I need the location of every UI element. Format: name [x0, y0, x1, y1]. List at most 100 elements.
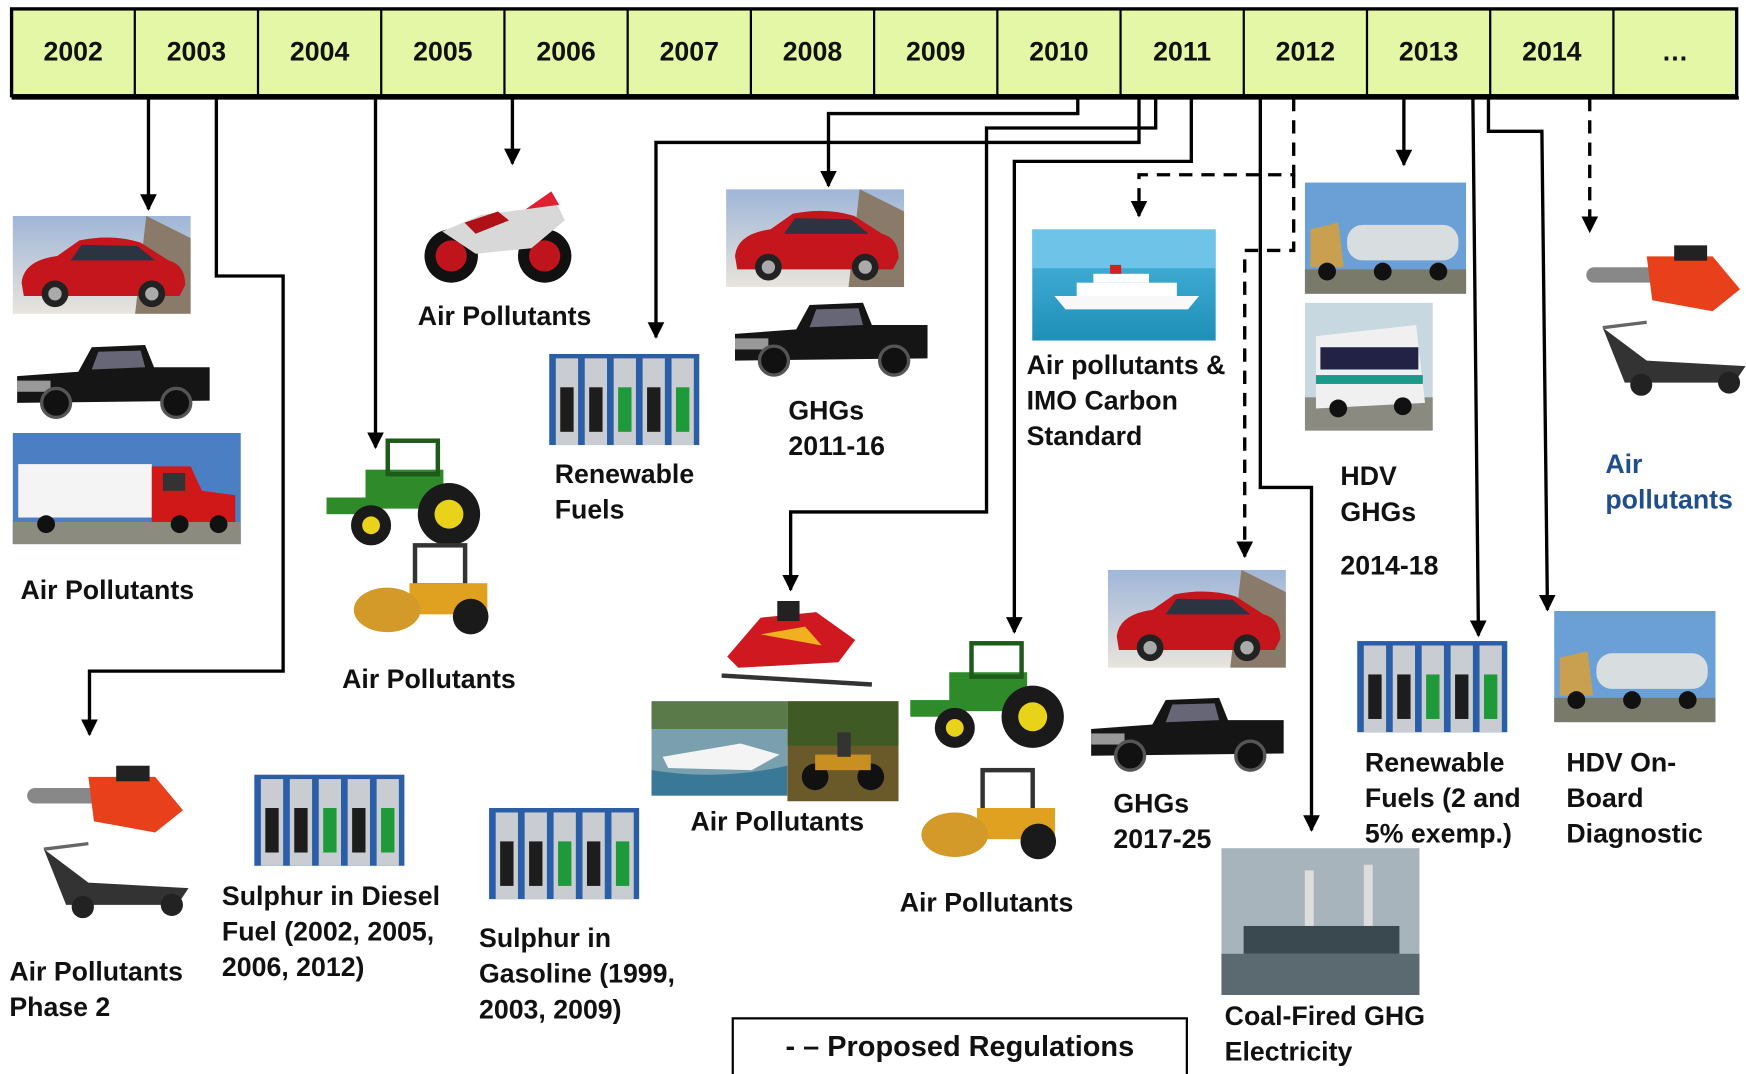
arrow — [820, 97, 1080, 188]
item-label: Air Pollutants — [690, 806, 864, 836]
car-image — [726, 189, 905, 288]
label-line: Sulphur in Diesel — [222, 881, 440, 911]
label-line: Sulphur in — [479, 923, 611, 953]
atv-image — [787, 701, 899, 802]
label-line: GHGs — [1340, 497, 1416, 527]
label-line: 2014-18 — [1340, 550, 1438, 580]
label-line: Air Pollutants — [690, 806, 864, 836]
label-line: Gasoline (1999, — [479, 959, 675, 989]
label-line: Air — [1605, 449, 1642, 479]
item-label: GHGs 2011-16 — [788, 396, 885, 462]
item-label: Sulphur in Diesel Fuel (2002, 2005, 2006, … — [222, 881, 440, 982]
label-line: HDV On- — [1566, 747, 1676, 777]
tanker-truck-image — [1554, 611, 1716, 723]
label-line: 2017-25 — [1113, 824, 1211, 854]
labels: Air Pollutants Air Pollutants Phase 2 Sulph… — [9, 301, 1733, 1067]
item-label: Air Pollutants — [418, 301, 592, 331]
item-label: Air pollutants — [1605, 449, 1733, 515]
year-label: 2008 — [783, 36, 843, 66]
label-line: Renewable — [555, 459, 695, 489]
pickup-image — [15, 343, 212, 420]
label-line: Coal-Fired GHG — [1225, 1001, 1425, 1031]
timeline-bar: 2002 2003 2004 2005 2006 2007 2008 2009 2010 2011… — [9, 7, 1739, 100]
item-label: Air pollutants & IMO Carbon Standard — [1027, 350, 1226, 451]
label-line: Fuel (2002, 2005, — [222, 916, 434, 946]
label-line: Air Pollutants — [418, 301, 592, 331]
label-line: IMO Carbon — [1027, 386, 1178, 416]
item-label: Renewable Fuels — [555, 459, 695, 525]
year-label: 2005 — [413, 36, 473, 66]
label-line: Air Pollutants — [900, 888, 1074, 918]
arrow — [81, 97, 285, 737]
item-label: Renewable Fuels (2 and 5% exemp.) — [1365, 747, 1521, 848]
chainsaw-mower-image — [25, 763, 191, 920]
label-line: GHGs — [1113, 788, 1189, 818]
year-label: 2011 — [1153, 36, 1211, 66]
year-label: … — [1662, 36, 1689, 66]
label-line: Air Pollutants — [20, 575, 194, 605]
bus-image — [1304, 302, 1433, 431]
pickup-image — [733, 301, 930, 377]
pickup-image — [1089, 696, 1286, 772]
label-line: pollutants — [1605, 485, 1733, 515]
label-line: 2006, 2012) — [222, 952, 365, 982]
label-line: Fuels — [555, 495, 625, 525]
arrow — [1469, 97, 1487, 638]
label-line: Electricity — [1225, 1037, 1353, 1067]
arrow — [1258, 97, 1320, 832]
snowmobile-image — [722, 601, 872, 684]
label-line: Air Pollutants — [9, 957, 183, 987]
motorcycle-image — [424, 191, 572, 283]
label-line: Air pollutants & — [1027, 350, 1226, 380]
fuel-pumps-image — [489, 808, 640, 900]
label-line: Diagnostic — [1566, 819, 1703, 849]
car-image — [12, 215, 191, 314]
label-line: GHGs — [788, 396, 864, 426]
year-label: 2013 — [1399, 36, 1458, 66]
fuel-pumps-image — [549, 353, 700, 446]
arrow — [1005, 97, 1193, 634]
year-label: 2002 — [43, 36, 102, 66]
item-label: HDV On- Board Diagnostic — [1566, 747, 1703, 848]
label-line: Phase 2 — [9, 992, 110, 1022]
label-line: Board — [1566, 783, 1643, 813]
arrow — [647, 97, 1141, 339]
label-line: 2011-16 — [788, 431, 885, 461]
year-label: 2009 — [906, 36, 965, 66]
legend-box — [731, 1017, 1188, 1074]
label-line: Fuels (2 and — [1365, 783, 1521, 813]
chainsaw-mower-image — [1584, 243, 1746, 398]
arrow — [1486, 97, 1556, 612]
label-line: Renewable — [1365, 747, 1505, 777]
item-label: GHGs 2017-25 — [1113, 788, 1211, 854]
label-line: HDV — [1340, 461, 1397, 491]
label-line: Standard — [1027, 421, 1143, 451]
dashed-arrow — [1236, 174, 1296, 559]
tractor-image — [910, 643, 1064, 748]
dashed-arrow — [1130, 97, 1296, 218]
item-label: Air Pollutants — [900, 888, 1074, 918]
year-label: 2007 — [660, 36, 719, 66]
item-label: Air Pollutants — [342, 664, 516, 694]
year-label: 2014 — [1522, 36, 1582, 66]
label-line: Air Pollutants — [342, 664, 516, 694]
item-label: Air Pollutants Phase 2 — [9, 957, 183, 1023]
year-label: 2004 — [290, 36, 350, 66]
item-label: HDV GHGs 2014-18 — [1340, 461, 1438, 580]
pictures — [12, 182, 1746, 995]
fuel-pumps-image — [254, 774, 405, 866]
roller-image — [921, 770, 1056, 859]
item-label: Sulphur in Gasoline (1999, 2003, 2009) — [479, 923, 675, 1024]
year-label: 2010 — [1029, 36, 1088, 66]
label-line: 2003, 2009) — [479, 994, 622, 1024]
truck-image — [12, 432, 241, 545]
connectors — [81, 97, 1599, 832]
boat-image — [651, 701, 788, 796]
legend-label: - – Proposed Regulations — [785, 1031, 1134, 1063]
tanker-truck-image — [1304, 182, 1467, 294]
item-label: Coal-Fired GHG Electricity — [1225, 1001, 1425, 1067]
item-label: Air Pollutants — [20, 575, 194, 605]
fuel-pumps-image — [1357, 641, 1508, 733]
